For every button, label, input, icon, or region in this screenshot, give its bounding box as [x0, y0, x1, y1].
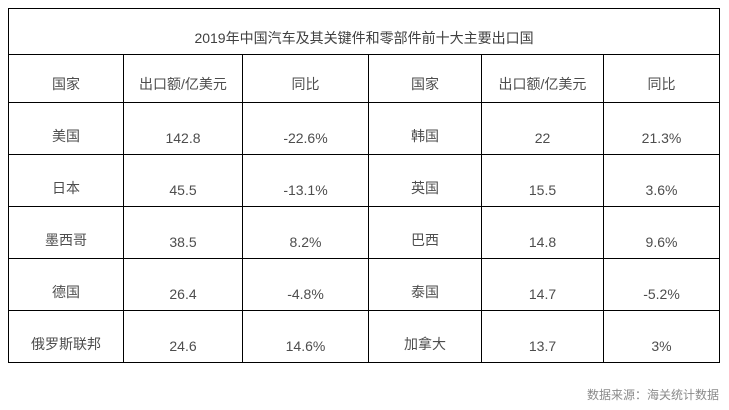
export-value-cell: 13.7: [481, 310, 604, 363]
country-cell: 美国: [8, 102, 124, 155]
country-cell: 泰国: [368, 258, 482, 311]
yoy-cell: 3.6%: [602, 154, 721, 207]
country-cell: 巴西: [368, 206, 482, 259]
export-value-cell: 15.5: [481, 154, 604, 207]
column-header-export-value-left: 出口额/亿美元: [123, 54, 243, 103]
column-header-export-value-right: 出口额/亿美元: [481, 54, 604, 103]
export-value-cell: 45.5: [123, 154, 243, 207]
table-header-row: 国家 出口额/亿美元 同比 国家 出口额/亿美元 同比: [8, 54, 721, 103]
export-table: 2019年中国汽车及其关键件和零部件前十大主要出口国 国家 出口额/亿美元 同比…: [7, 8, 721, 363]
table-row: 德国 26.4 -4.8% 泰国 14.7 -5.2%: [8, 258, 721, 311]
table-title-row: 2019年中国汽车及其关键件和零部件前十大主要出口国: [7, 8, 721, 55]
column-header-country-right: 国家: [368, 54, 482, 103]
table-row: 墨西哥 38.5 8.2% 巴西 14.8 9.6%: [8, 206, 721, 259]
country-cell: 英国: [368, 154, 482, 207]
export-value-cell: 22: [481, 102, 604, 155]
country-cell: 韩国: [368, 102, 482, 155]
export-value-cell: 24.6: [123, 310, 243, 363]
table-row: 美国 142.8 -22.6% 韩国 22 21.3%: [8, 102, 721, 155]
country-cell: 加拿大: [368, 310, 482, 363]
export-value-cell: 14.8: [481, 206, 604, 259]
column-header-country-left: 国家: [8, 54, 124, 103]
country-cell: 俄罗斯联邦: [8, 310, 124, 363]
yoy-cell: 8.2%: [242, 206, 369, 259]
yoy-cell: -13.1%: [242, 154, 369, 207]
export-value-cell: 26.4: [123, 258, 243, 311]
yoy-cell: -4.8%: [242, 258, 369, 311]
yoy-cell: 9.6%: [602, 206, 721, 259]
yoy-cell: 14.6%: [242, 310, 369, 363]
export-value-cell: 14.7: [481, 258, 604, 311]
yoy-cell: 3%: [602, 310, 721, 363]
country-cell: 日本: [8, 154, 124, 207]
export-value-cell: 38.5: [123, 206, 243, 259]
data-source-note: 数据来源：海关统计数据: [586, 388, 719, 402]
table-row: 俄罗斯联邦 24.6 14.6% 加拿大 13.7 3%: [8, 310, 721, 363]
country-cell: 德国: [8, 258, 124, 311]
country-cell: 墨西哥: [8, 206, 124, 259]
export-value-cell: 142.8: [123, 102, 243, 155]
table-title: 2019年中国汽车及其关键件和零部件前十大主要出口国: [7, 8, 721, 55]
column-header-yoy-right: 同比: [602, 54, 721, 103]
yoy-cell: 21.3%: [602, 102, 721, 155]
yoy-cell: -22.6%: [242, 102, 369, 155]
yoy-cell: -5.2%: [602, 258, 721, 311]
table-row: 日本 45.5 -13.1% 英国 15.5 3.6%: [8, 154, 721, 207]
column-header-yoy-left: 同比: [242, 54, 369, 103]
